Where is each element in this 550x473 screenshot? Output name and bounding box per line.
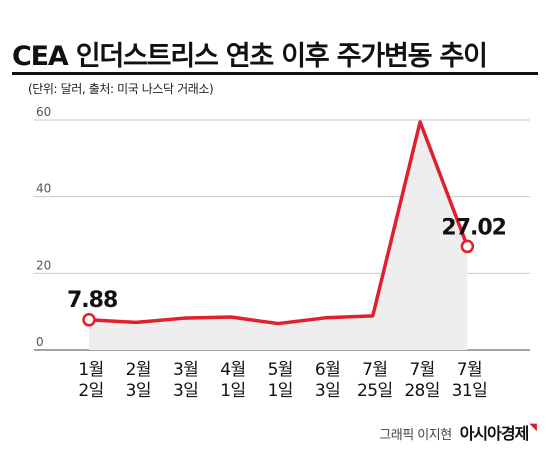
data-labels: 7.88 27.02 xyxy=(67,215,507,313)
series-line xyxy=(87,120,470,326)
y-tick-label: 40 xyxy=(36,182,51,196)
title-rule xyxy=(12,72,538,75)
publisher-name: 아시아경제 xyxy=(459,424,530,443)
data-label: 7.88 xyxy=(67,288,117,313)
chart-title: CEA 인더스트리스 연초 이후 주가변동 추이 xyxy=(12,41,488,72)
data-label: 27.02 xyxy=(441,215,506,240)
y-tick-label: 20 xyxy=(36,258,51,272)
data-point-marker xyxy=(82,313,96,327)
x-tick-label: 2일 xyxy=(78,381,103,401)
x-tick-label: 5월 xyxy=(268,360,293,380)
x-tick-label: 2월 xyxy=(126,360,151,380)
area-fill xyxy=(89,121,468,351)
x-tick-label: 7월 xyxy=(409,360,434,380)
publisher-logo: 아시아경제◥ xyxy=(459,420,537,444)
logo-mark-icon: ◥ xyxy=(529,422,537,433)
markers xyxy=(82,239,475,327)
x-tick-label: 1일 xyxy=(220,381,245,401)
x-tick-label: 28일 xyxy=(404,381,439,401)
x-tick-label: 7월 xyxy=(362,360,387,380)
chart-subtitle: (단위: 달러, 출처: 미국 나스닥 거래소) xyxy=(28,82,214,96)
x-tick-label: 6월 xyxy=(315,360,340,380)
x-tick-label: 25일 xyxy=(357,381,392,401)
x-tick-label: 3월 xyxy=(173,360,198,380)
x-tick-label: 3일 xyxy=(315,381,340,401)
x-tick-label: 1일 xyxy=(268,381,293,401)
x-tick-label: 4월 xyxy=(220,360,245,380)
y-tick-label: 60 xyxy=(36,105,51,119)
y-tick-labels: 0 20 40 60 xyxy=(36,105,51,349)
x-tick-label: 1월 xyxy=(78,360,103,380)
x-tick-label: 31일 xyxy=(452,381,487,401)
credit-block: 그래픽 이지현 아시아경제◥ xyxy=(379,420,537,444)
x-tick-label: 3일 xyxy=(126,381,151,401)
data-point-marker xyxy=(460,239,475,254)
y-tick-label: 0 xyxy=(36,335,44,349)
graphic-credit: 그래픽 이지현 xyxy=(379,428,452,443)
x-tick-label: 7월 xyxy=(457,360,482,380)
x-tick-label: 3일 xyxy=(173,381,198,401)
